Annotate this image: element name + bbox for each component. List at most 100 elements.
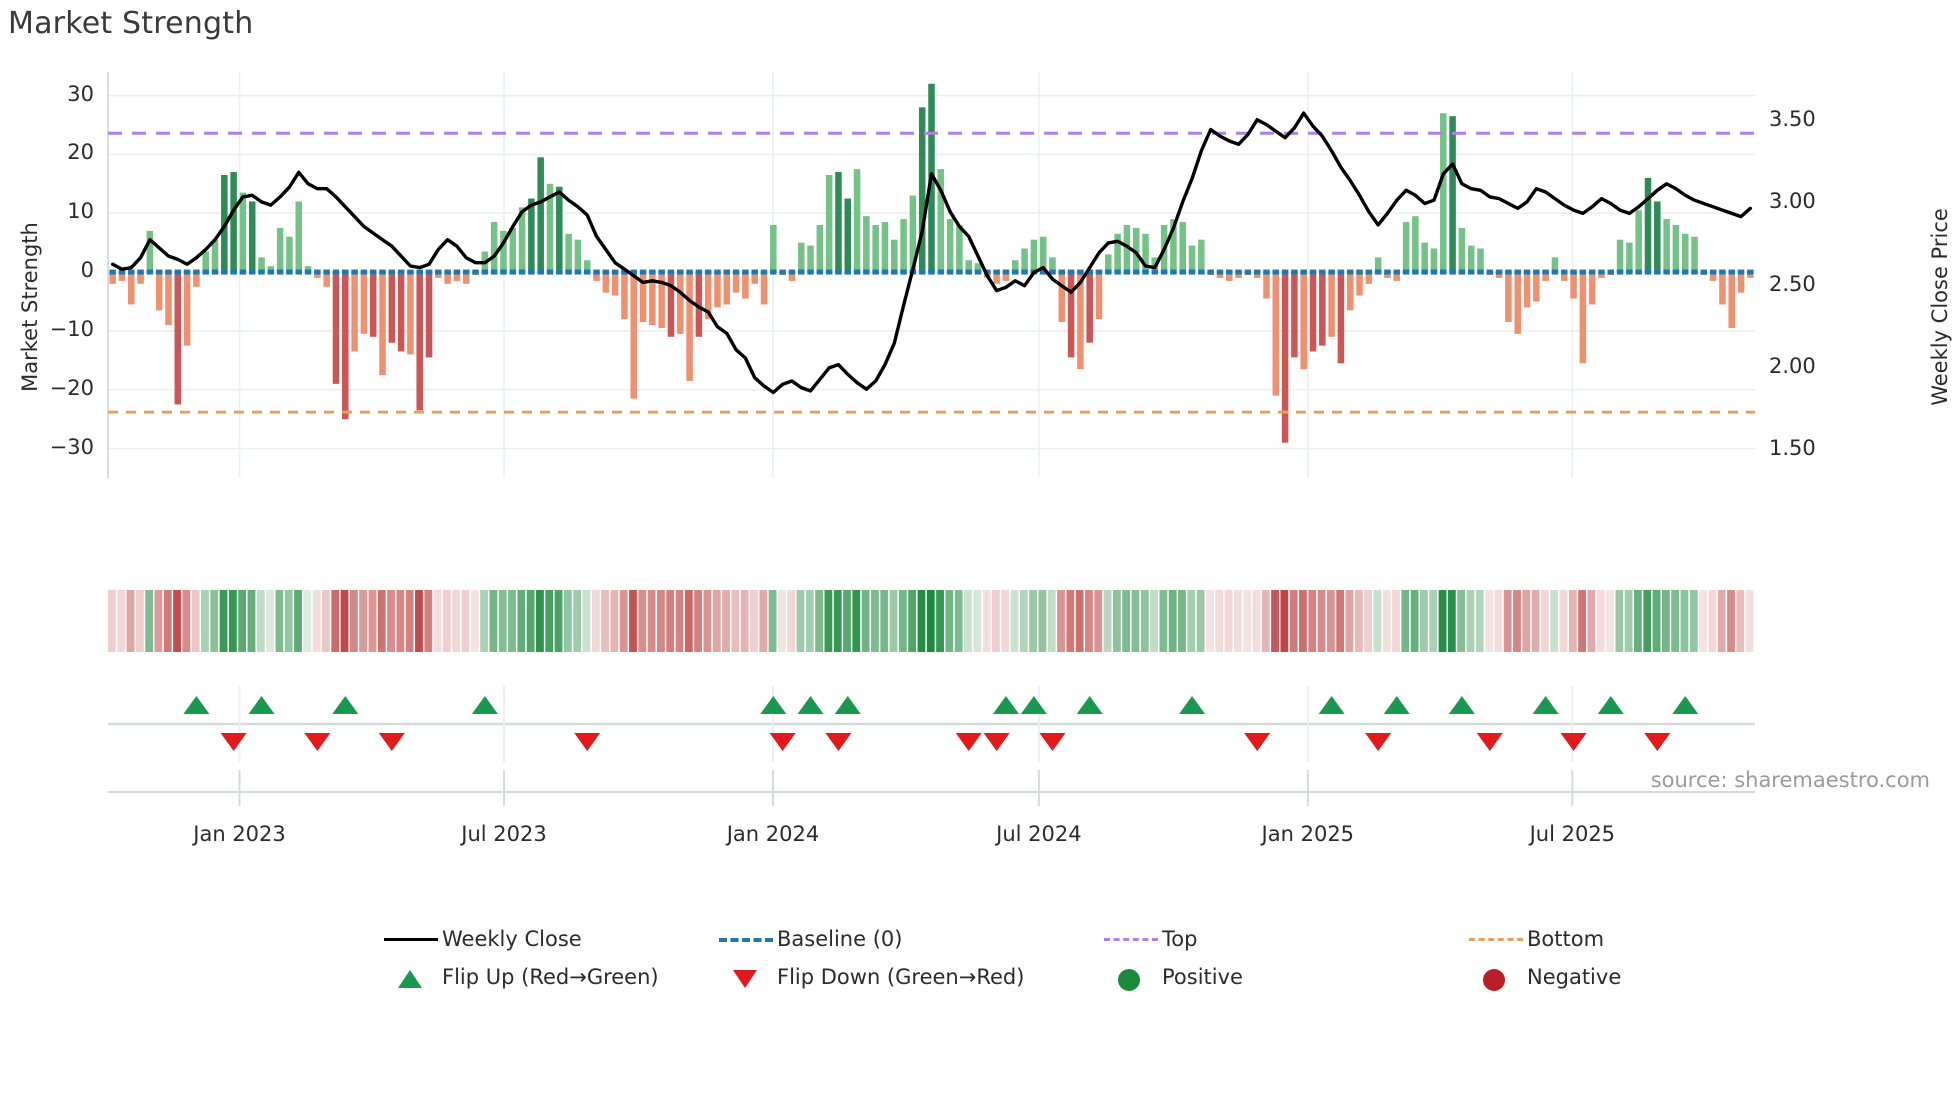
legend-item[interactable]: Flip Up (Red→Green) <box>380 958 659 996</box>
flip-up-marker <box>1076 696 1103 714</box>
strength-bar <box>518 207 526 273</box>
strength-bar <box>388 272 396 343</box>
heatmap-cell <box>470 590 479 652</box>
strength-bar <box>751 272 758 284</box>
legend-item[interactable]: Flip Down (Green→Red) <box>715 958 1024 996</box>
flip-up-marker <box>1179 696 1206 714</box>
heatmap-cell <box>898 590 907 652</box>
strength-bar <box>1011 260 1019 273</box>
strength-bar <box>1374 257 1382 273</box>
heatmap-cell <box>1438 590 1447 652</box>
legend-item[interactable]: Bottom <box>1465 920 1604 958</box>
legend-label: Flip Up (Red→Green) <box>442 965 659 989</box>
x-axis-tick: Jan 2025 <box>1261 822 1355 846</box>
heatmap-cell <box>489 590 498 652</box>
strength-bar <box>583 260 591 273</box>
legend-item[interactable]: Top <box>1100 920 1197 958</box>
heatmap-cell <box>917 590 926 652</box>
strength-bar <box>649 272 656 326</box>
strength-bar <box>314 272 321 278</box>
heatmap-cell <box>1140 590 1149 652</box>
strength-bar <box>1514 272 1521 334</box>
heatmap-cell <box>1289 590 1298 652</box>
heatmap-cell <box>1233 590 1242 652</box>
legend-dashed-line-icon <box>1465 924 1527 954</box>
heatmap-cell <box>1485 590 1493 652</box>
source-note: source: sharemaestro.com <box>1650 768 1930 792</box>
heatmap-cell <box>1503 590 1512 652</box>
strength-bar <box>1346 272 1354 311</box>
heatmap-cell <box>1475 590 1484 652</box>
strength-bar <box>1253 272 1261 278</box>
strength-bar <box>723 272 731 305</box>
heatmap-cell <box>1299 590 1307 652</box>
heatmap-cell <box>1271 590 1279 652</box>
strength-bar <box>630 272 637 399</box>
y-axis-right-tick: 2.00 <box>1769 353 1816 378</box>
legend-item[interactable]: Positive <box>1100 958 1243 996</box>
heatmap-cell <box>536 590 544 652</box>
heatmap-cell <box>1513 590 1521 652</box>
strength-bar <box>258 257 265 273</box>
heatmap-cell <box>1075 590 1084 652</box>
strength-bar <box>453 272 461 281</box>
y-axis-left-tick: 10 <box>67 199 94 224</box>
heatmap-cell <box>1615 590 1624 652</box>
strength-bar <box>1616 239 1624 273</box>
strength-bar <box>667 272 675 337</box>
heatmap-cell <box>1745 590 1754 652</box>
heatmap-cell <box>415 590 423 652</box>
strength-bar <box>853 169 861 273</box>
flip-down-marker <box>304 733 331 751</box>
heatmap-cell <box>796 590 805 652</box>
strength-bar <box>1579 272 1587 364</box>
legend-label: Weekly Close <box>442 927 582 951</box>
strength-bar <box>379 272 386 376</box>
flip-up-marker <box>332 696 359 714</box>
strength-bar <box>946 219 954 273</box>
heatmap-cell <box>210 590 219 652</box>
heatmap-cell <box>1420 590 1428 652</box>
strength-bar <box>230 172 237 273</box>
heatmap-cell <box>1373 590 1382 652</box>
heatmap-cell <box>1401 590 1410 652</box>
strength-bar <box>993 272 1000 284</box>
legend-item[interactable]: Baseline (0) <box>715 920 902 958</box>
heatmap-cell <box>1382 590 1391 652</box>
heatmap-cell <box>1029 590 1038 652</box>
strength-bar <box>155 272 163 311</box>
legend-item[interactable]: Weekly Close <box>380 920 582 958</box>
strength-bar <box>872 224 879 273</box>
heatmap-cell <box>573 590 582 652</box>
flip-up-marker <box>1020 696 1047 714</box>
strength-bar <box>118 272 126 281</box>
y-axis-left-tick: −30 <box>49 434 94 459</box>
strength-bar <box>546 183 554 273</box>
strength-bar <box>1495 272 1503 278</box>
strength-bar <box>686 272 693 381</box>
heatmap-cell <box>1708 590 1717 652</box>
strength-bar <box>900 219 907 273</box>
heatmap-cell <box>1112 590 1121 652</box>
strength-bar <box>239 192 247 273</box>
strength-bar <box>770 224 777 273</box>
heatmap-cell <box>750 590 758 652</box>
strength-bar <box>1114 233 1121 273</box>
heatmap-cell <box>889 590 898 652</box>
strength-bar <box>1523 272 1531 308</box>
strength-bar <box>1030 239 1038 273</box>
heatmap-cell <box>1066 590 1075 652</box>
heatmap-cell <box>1326 590 1335 652</box>
chart-legend: Weekly Close Baseline (0) Top Bottom Flip Up… <box>0 920 1960 1030</box>
heatmap-cell <box>1531 590 1540 652</box>
legend-label: Positive <box>1162 965 1243 989</box>
legend-item[interactable]: Negative <box>1465 958 1621 996</box>
strength-bar <box>807 245 814 273</box>
strength-bar <box>537 157 544 273</box>
flip-down-marker <box>825 733 852 751</box>
heatmap-cell <box>591 590 600 652</box>
strength-bar <box>956 224 963 273</box>
heatmap-cell <box>880 590 889 652</box>
strength-bar <box>1654 201 1661 273</box>
heatmap-cell <box>1336 590 1345 652</box>
